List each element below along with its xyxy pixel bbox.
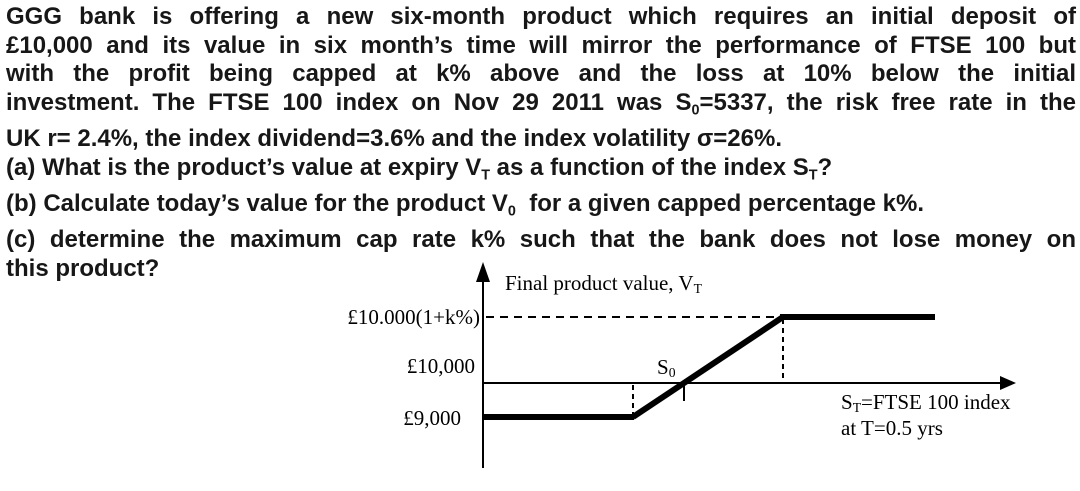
x-axis-arrow-icon bbox=[1000, 376, 1016, 390]
y-label-initial: £10,000 bbox=[406, 354, 475, 378]
cap-level-dashed-line bbox=[486, 316, 782, 318]
problem-question-c: (c) determine the maximum cap rate k% su… bbox=[6, 225, 1076, 253]
x-axis-label-line2: at T=0.5 yrs bbox=[841, 416, 943, 440]
payoff-cap-segment bbox=[780, 314, 935, 320]
payoff-slope-segment bbox=[631, 314, 785, 420]
x-axis-label-line1: ST=FTSE 100 index bbox=[841, 390, 1011, 415]
problem-line-1: GGG bank is offering a new six-month pro… bbox=[6, 3, 1076, 30]
y-label-cap: £10.000(1+k%) bbox=[347, 305, 480, 329]
y-label-floor: £9,000 bbox=[403, 406, 461, 430]
problem-question-a: (a) What is the product’s value at expir… bbox=[6, 153, 833, 184]
y-axis-arrow-icon bbox=[476, 262, 490, 282]
problem-line-4: investment. The FTSE 100 index on Nov 29… bbox=[6, 89, 1077, 119]
cap-kink-dashed-line bbox=[782, 319, 784, 381]
problem-question-b: (b) Calculate today’s value for the prod… bbox=[6, 189, 925, 220]
problem-question-c-cont: this product? bbox=[6, 254, 160, 282]
problem-statement: GGG bank is offering a new six-month pro… bbox=[6, 3, 1076, 283]
figure-title: Final product value, VT bbox=[505, 271, 702, 296]
s0-tick-mark bbox=[683, 384, 685, 401]
problem-line-2: £10,000 and its value in six month’s tim… bbox=[6, 31, 1076, 59]
y-axis bbox=[482, 268, 484, 468]
problem-line-3: with the profit being capped at k% above… bbox=[6, 60, 1076, 88]
x-axis bbox=[483, 382, 1003, 384]
floor-kink-dashed-line bbox=[632, 385, 634, 415]
s0-tick-label: S0 bbox=[657, 355, 676, 380]
payoff-floor-segment bbox=[483, 414, 634, 420]
problem-line-5: UK r= 2.4%, the index dividend=3.6% and … bbox=[6, 125, 782, 153]
